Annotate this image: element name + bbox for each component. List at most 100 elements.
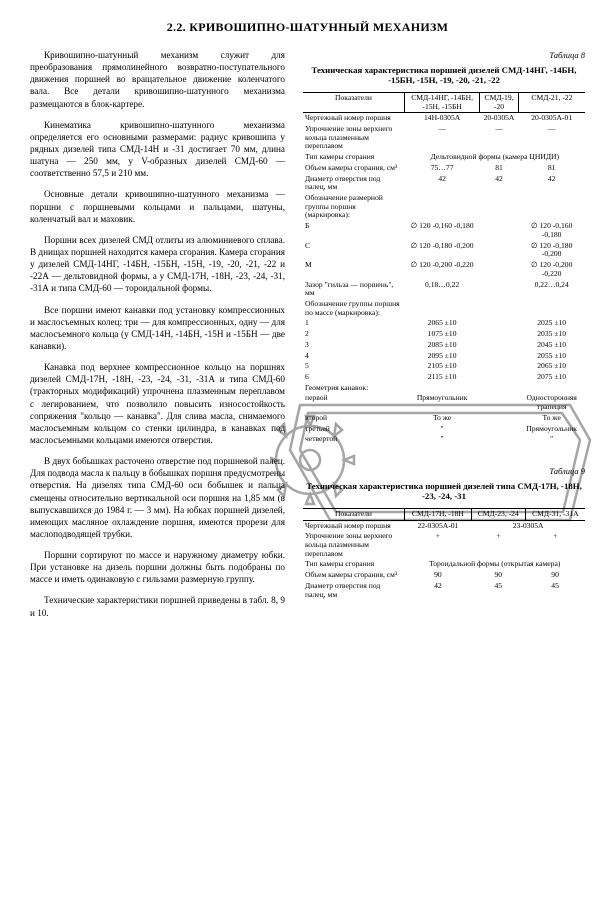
table-row-indicator: 1 — [303, 318, 405, 329]
table-cell: Дельтовидной формы (камера ЦНИДИ) — [405, 152, 585, 163]
table-cell: 2065 ±10 — [405, 318, 480, 329]
paragraph: Кинематика кривошипно-шатунного механизм… — [30, 119, 285, 180]
paragraph: Поршни всех дизелей СМД отлиты из алюмин… — [30, 234, 285, 295]
table-cell: ∅ 120 -0,160 -0,180 — [405, 221, 480, 240]
table-cell: 2065 ±10 — [518, 361, 585, 372]
table9-title: Техническая характеристика поршней дизел… — [303, 481, 585, 502]
table-row-indicator: Диаметр отверстия под палец, мм — [303, 581, 405, 600]
table9-header-col: СМД-23, -24 — [471, 508, 525, 520]
table-cell: 20-0305А-01 — [518, 113, 585, 124]
table-cell — [480, 299, 519, 318]
table-cell: 75…77 — [405, 163, 480, 174]
table-cell: + — [405, 531, 472, 559]
table-cell: — — [405, 124, 480, 152]
body-text-column: Кривошипно-шатунный механизм служит для … — [30, 49, 285, 628]
table-cell: Прямоугольник — [405, 393, 480, 412]
table-row-indicator: Геометрия канавок: — [303, 383, 405, 394]
table9-caption: Таблица 9 — [303, 467, 585, 477]
table-row-indicator: 4 — [303, 351, 405, 362]
table-cell: Тороидальной формы (открытая камера) — [405, 559, 585, 570]
table8-header-col: СМД-21, -22 — [518, 92, 585, 112]
table-row-indicator: третьей — [303, 424, 405, 435]
table-cell — [518, 383, 585, 394]
paragraph: В двух бобышках расточено отверстие под … — [30, 455, 285, 540]
table-cell: 81 — [480, 163, 519, 174]
table-cell: 2115 ±10 — [405, 372, 480, 383]
table-row-indicator: М — [303, 260, 405, 279]
table-row-indicator: первой — [303, 393, 405, 412]
table-row-indicator: Обозначение группы поршня по массе (марк… — [303, 299, 405, 318]
table-cell: 42 — [405, 174, 480, 193]
table-cell — [480, 221, 519, 240]
table-cell: " — [518, 434, 585, 445]
table8-header-col: СМД-14НГ, -14БН, -15Н, -15БН — [405, 92, 480, 112]
paragraph: Технические характеристики поршней приве… — [30, 594, 285, 618]
table-cell — [480, 318, 519, 329]
two-column-layout: Кривошипно-шатунный механизм служит для … — [30, 49, 585, 628]
table-row-indicator: 2 — [303, 329, 405, 340]
table-row-indicator: Чертежный номер поршня — [303, 520, 405, 531]
table-cell — [480, 361, 519, 372]
table-row-indicator: Объем камеры сгорания, см³ — [303, 570, 405, 581]
table-cell — [480, 340, 519, 351]
table-cell: То же — [405, 413, 480, 424]
table-row-indicator: Б — [303, 221, 405, 240]
table-cell — [480, 424, 519, 435]
paragraph: Кривошипно-шатунный механизм служит для … — [30, 49, 285, 110]
table-cell: Прямоугольник — [518, 424, 585, 435]
table-row-indicator: четвертой — [303, 434, 405, 445]
table-cell: 45 — [471, 581, 525, 600]
table-cell: ∅ 120 -0,180 -0,200 — [405, 241, 480, 260]
table-cell: 42 — [405, 581, 472, 600]
table-row-indicator: Тип камеры сгорания — [303, 559, 405, 570]
table-cell: 14Н-0305А — [405, 113, 480, 124]
table-cell: 2045 ±10 — [518, 340, 585, 351]
table-cell — [480, 393, 519, 412]
table-cell: " — [405, 424, 480, 435]
table-cell: 0,22…0,24 — [518, 280, 585, 299]
table-row-indicator: Диаметр отверстия под палец, мм — [303, 174, 405, 193]
table-cell: 2035 ±10 — [518, 329, 585, 340]
table-cell: 23-0305А — [471, 520, 585, 531]
table-cell: ∅ 120 -0,200 -0,220 — [405, 260, 480, 279]
paragraph: Все поршни имеют канавки под установку к… — [30, 304, 285, 353]
table8: Показатели СМД-14НГ, -14БН, -15Н, -15БН … — [303, 92, 585, 445]
table-cell: ∅ 120 -0,200 -0,220 — [518, 260, 585, 279]
table-cell — [480, 434, 519, 445]
table-row-indicator: Упрочнение зоны верхнего кольца плазменн… — [303, 124, 405, 152]
table-cell: 20-0305А — [480, 113, 519, 124]
table-cell: ∅ 120 -0,180 -0,200 — [518, 241, 585, 260]
table-cell: 2055 ±10 — [518, 351, 585, 362]
table-cell — [480, 193, 519, 221]
table8-header-indicator: Показатели — [303, 92, 405, 112]
table-cell — [518, 193, 585, 221]
table-cell: 22-0305А-01 — [405, 520, 472, 531]
table-cell — [480, 280, 519, 299]
table-cell — [480, 260, 519, 279]
section-title: 2.2. КРИВОШИПНО-ШАТУННЫЙ МЕХАНИЗМ — [30, 20, 585, 35]
table8-header-col: СМД-19, -20 — [480, 92, 519, 112]
table-cell: 2025 ±10 — [518, 318, 585, 329]
table-cell: 90 — [525, 570, 585, 581]
table-cell: — — [518, 124, 585, 152]
table-row-indicator: С — [303, 241, 405, 260]
table-cell: ∅ 120 -0,160 -0,180 — [518, 221, 585, 240]
table-row-indicator: 6 — [303, 372, 405, 383]
table-cell — [480, 372, 519, 383]
table-cell: + — [471, 531, 525, 559]
table-cell: 90 — [405, 570, 472, 581]
table-row-indicator: Тип камеры сгорания — [303, 152, 405, 163]
table-cell: 81 — [518, 163, 585, 174]
table9-header-indicator: Показатели — [303, 508, 405, 520]
table-cell — [480, 413, 519, 424]
table-cell: 2075 ±10 — [518, 372, 585, 383]
table-row-indicator: Упрочнение зоны верхнего кольца плазменн… — [303, 531, 405, 559]
paragraph: Канавка под верхнее компрессионное кольц… — [30, 361, 285, 446]
table-cell: 90 — [471, 570, 525, 581]
table-cell — [405, 299, 480, 318]
table-cell: 1075 ±10 — [405, 329, 480, 340]
table-row-indicator: 3 — [303, 340, 405, 351]
table9: Показатели СМД-17Н, -18Н СМД-23, -24 СМД… — [303, 508, 585, 600]
table-cell — [518, 299, 585, 318]
table8-title: Техническая характеристика поршней дизел… — [303, 65, 585, 86]
